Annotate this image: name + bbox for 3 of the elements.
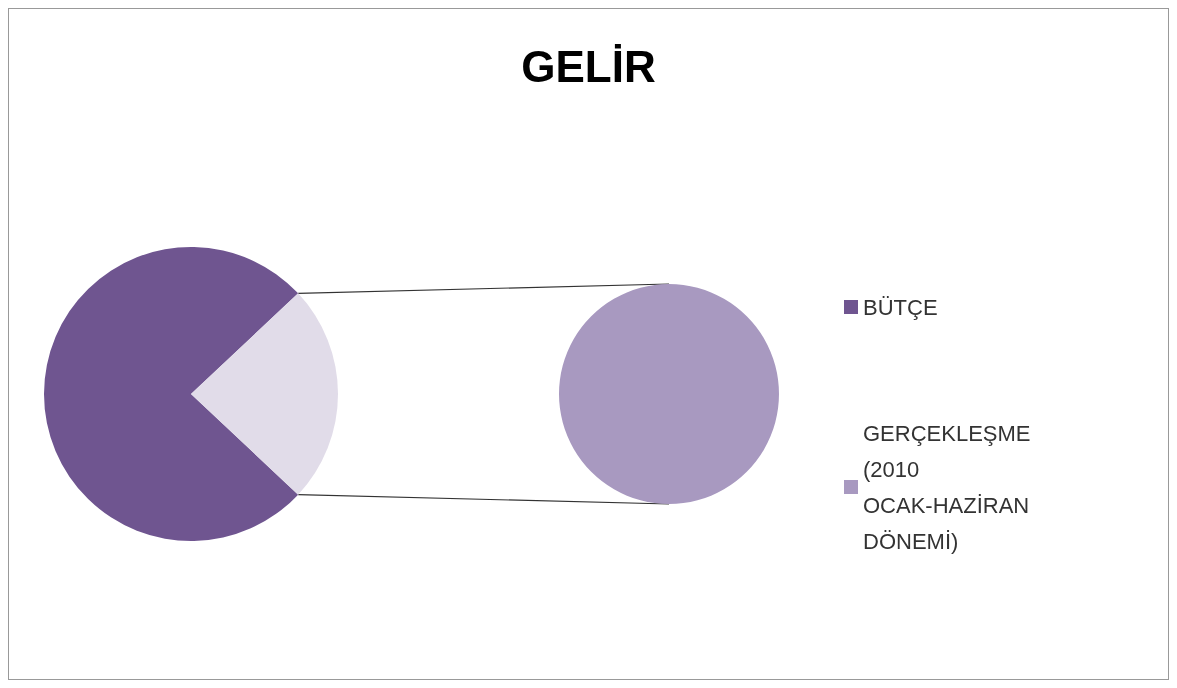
chart-title: GELİR <box>521 41 656 91</box>
legend-label: GERÇEKLEŞME (2010 OCAK-HAZİRAN DÖNEMİ) <box>863 420 1037 554</box>
legend-label: BÜTÇE <box>863 294 938 320</box>
